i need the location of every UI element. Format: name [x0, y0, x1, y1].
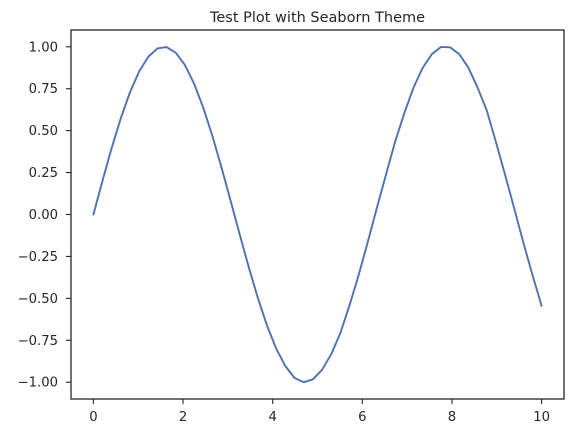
y-tick-label: 1.00 — [29, 40, 58, 55]
y-tick-label: −0.75 — [18, 334, 58, 349]
y-tick-label: −1.00 — [18, 376, 58, 391]
chart-title: Test Plot with Seaborn Theme — [209, 10, 425, 26]
y-tick-label: −0.25 — [18, 250, 58, 265]
plot-area-frame — [70, 29, 565, 400]
y-tick-label: −0.50 — [18, 292, 58, 307]
series-layer — [92, 46, 543, 384]
x-tick-label: 10 — [533, 410, 550, 425]
y-tick-label: 0.00 — [29, 208, 58, 223]
ticks-layer: 0 2 4 6 8 10 −1.00 −0.75 −0.50 −0.25 0.00 0.25 0.50 0… — [18, 40, 550, 425]
x-tick-label: 2 — [179, 410, 187, 425]
series-line — [92, 46, 543, 384]
x-tick-label: 8 — [448, 410, 456, 425]
x-tick-label: 6 — [358, 410, 366, 425]
y-tick-label: 0.75 — [29, 82, 58, 97]
y-tick-label: 0.25 — [29, 166, 58, 181]
x-tick-label: 4 — [268, 410, 276, 425]
x-tick-label: 0 — [89, 410, 97, 425]
y-tick-label: 0.50 — [29, 124, 58, 139]
